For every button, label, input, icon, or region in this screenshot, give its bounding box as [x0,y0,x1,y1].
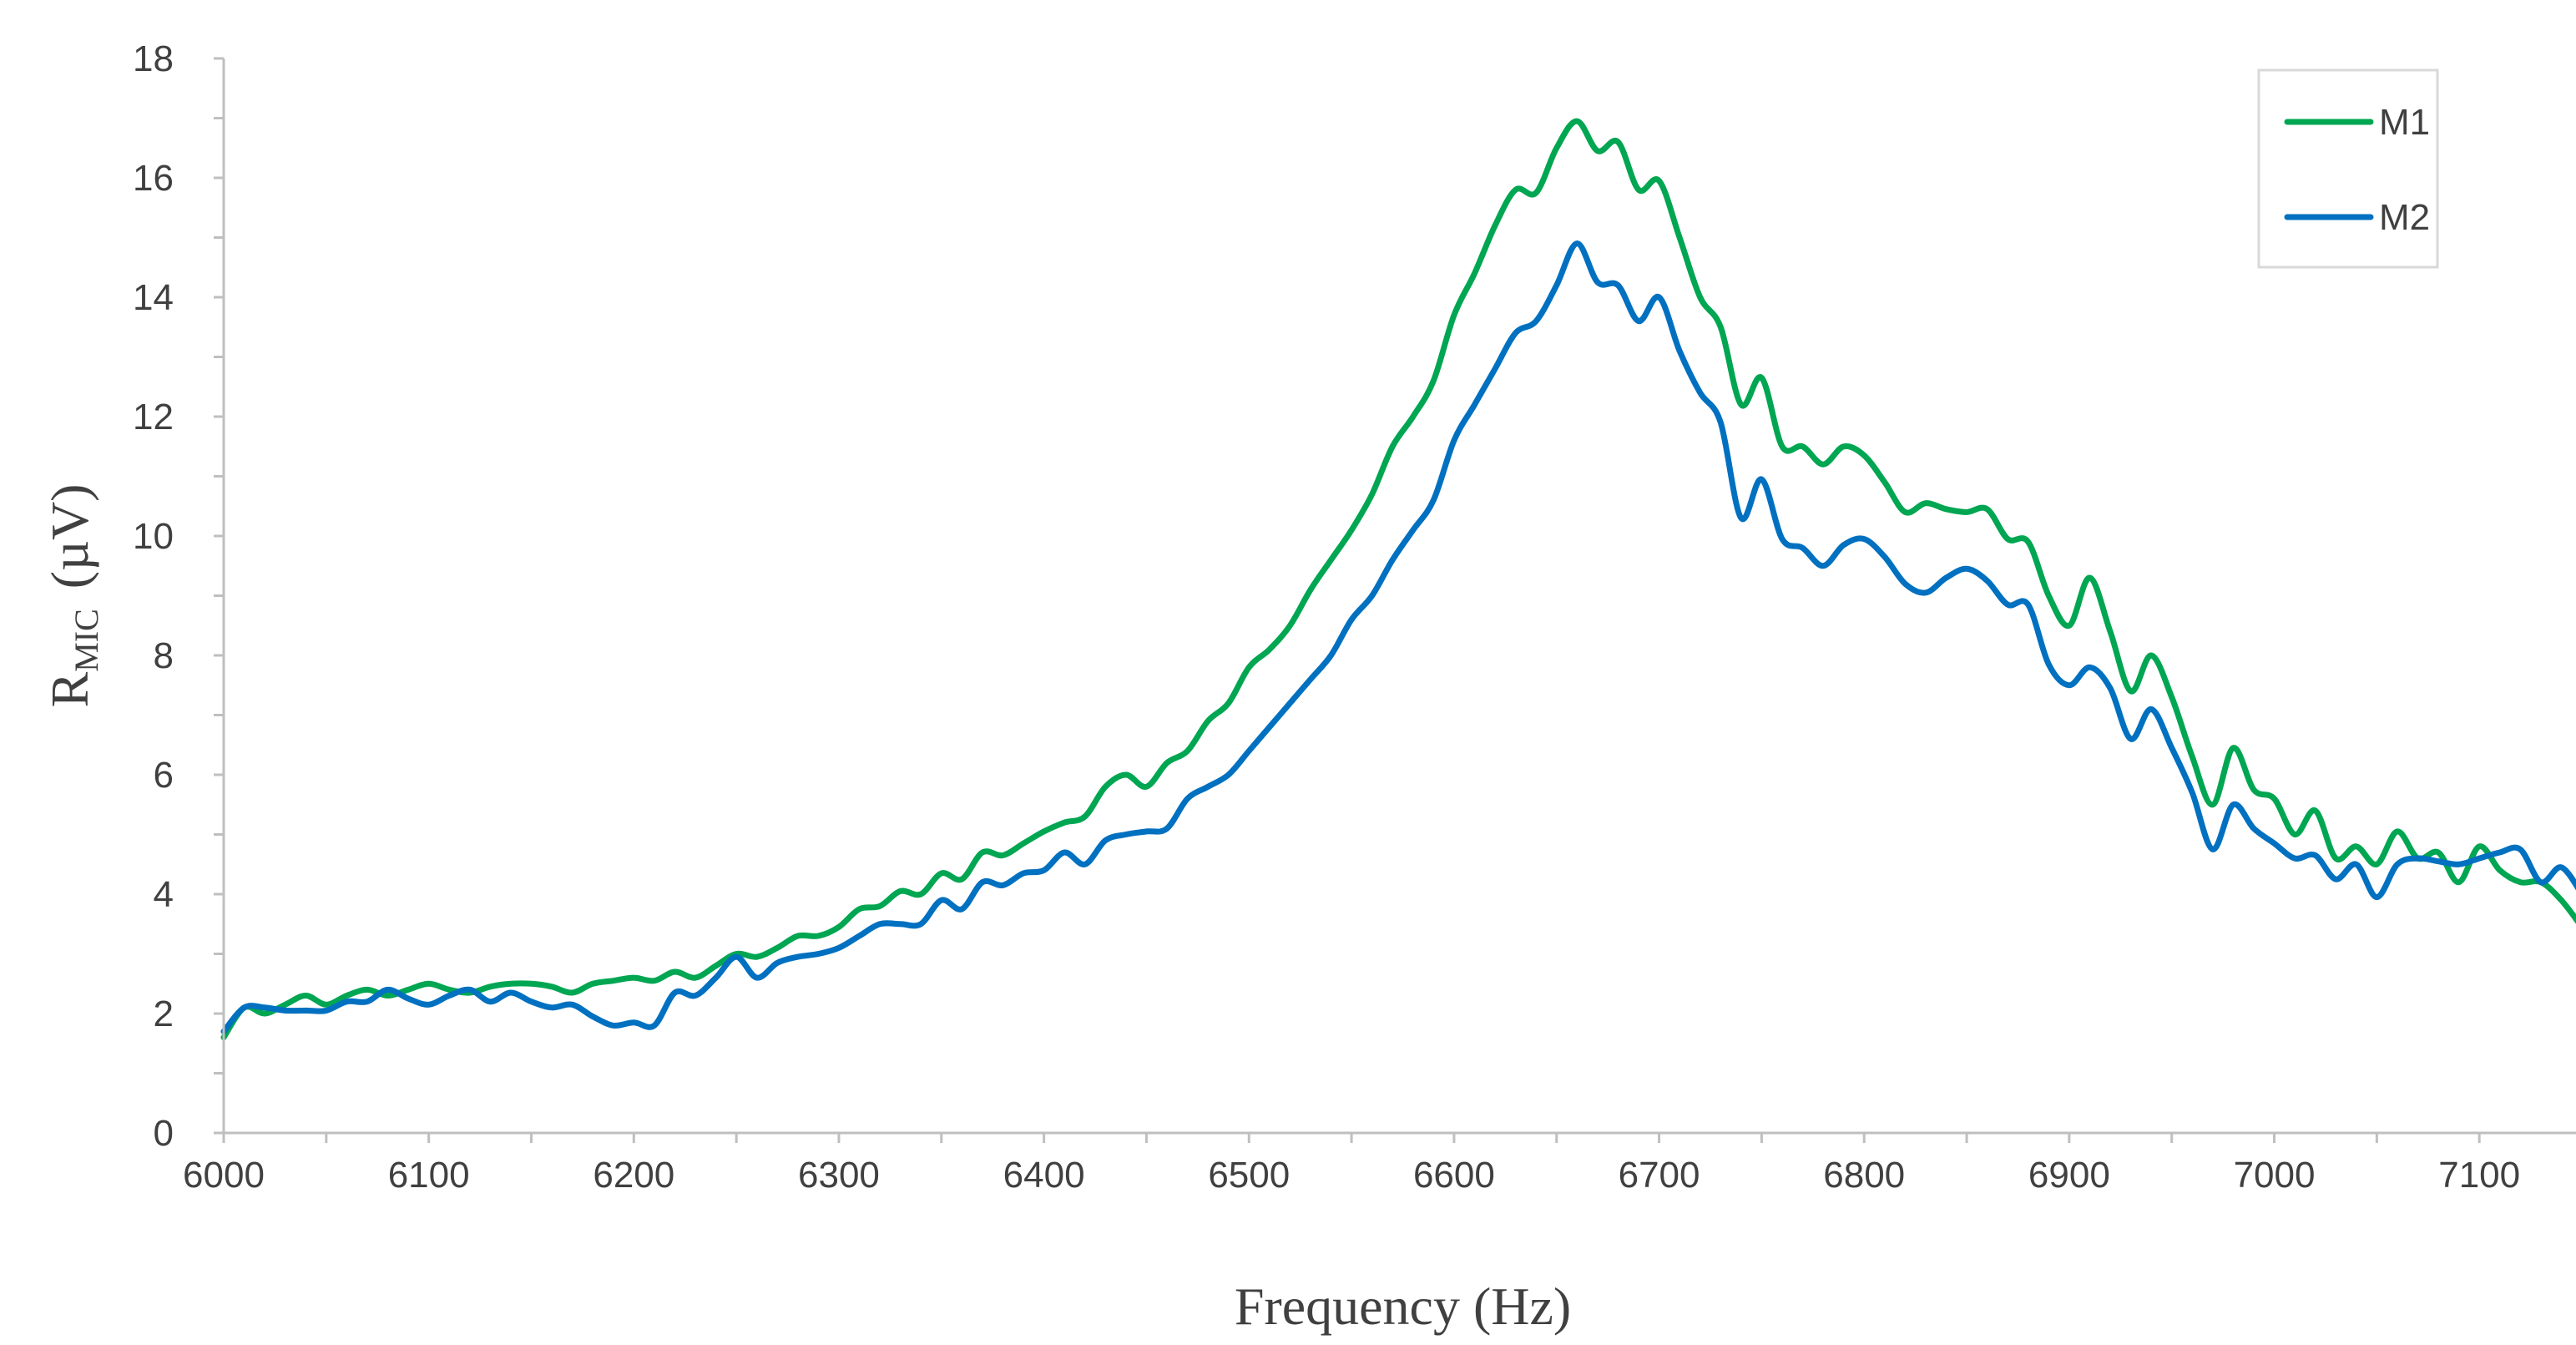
legend-label-m1: M1 [2379,102,2430,143]
y-axis-title-unit: (µV) [40,484,99,589]
legend-label-m2: M2 [2379,197,2430,238]
y-tick-label: 12 [133,397,174,437]
x-tick-label: 6700 [1619,1155,1700,1196]
y-tick-label: 2 [154,994,174,1034]
series-line-m2 [220,240,2576,1034]
y-axis-title-subscript: MIC [68,609,105,672]
series-line-m1 [220,118,2576,1041]
x-tick-label: 7100 [2438,1155,2520,1196]
y-axis-title-main: R [40,671,99,707]
legend-box [2257,68,2439,269]
x-tick-label: 6000 [183,1155,265,1196]
x-tick-label: 6100 [388,1155,470,1196]
x-tick-label: 6300 [798,1155,880,1196]
y-tick-label: 6 [154,755,174,796]
x-tick-label: 6400 [1003,1155,1085,1196]
y-tick-label: 10 [133,516,174,557]
x-tick-label: 6600 [1413,1155,1495,1196]
y-tick-label: 0 [154,1113,174,1154]
series-layer [220,118,2576,1041]
x-tick-label: 6900 [2028,1155,2110,1196]
x-axis-title: Frequency (Hz) [1235,1277,1571,1336]
y-tick-label: 14 [133,277,174,318]
x-tick-label: 6200 [593,1155,674,1196]
y-axis-ticks: 0 2 4 6 8 10 12 14 16 18 [133,38,224,1154]
y-tick-label: 8 [154,635,174,676]
y-tick-label: 4 [154,874,174,915]
x-axis-ticks: 6000 6100 6200 6300 6400 6500 6600 6700 6800 6900… [183,1133,2520,1196]
y-axis-title: RMIC (µV) [40,484,105,708]
x-tick-label: 6500 [1208,1155,1290,1196]
y-tick-label: 18 [133,38,174,79]
x-tick-label: 7000 [2234,1155,2316,1196]
y-tick-label: 16 [133,158,174,199]
x-tick-label: 6800 [1823,1155,1905,1196]
legend: M1 M2 [2257,68,2439,269]
